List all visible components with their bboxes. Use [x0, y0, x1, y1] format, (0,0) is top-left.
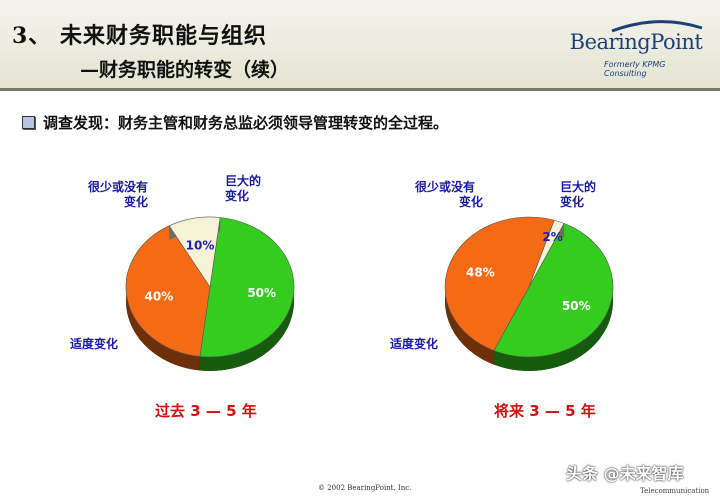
label-huge-change-left: 巨大的 变化 [225, 174, 261, 204]
pie-chart-future: 50% 48% 2% [444, 216, 614, 371]
label-little-change-right-line2: 变化 [459, 195, 484, 209]
caption-future: 将来 3 — 5 年 [494, 402, 596, 420]
watermark-text: 头条 @未来智库 [566, 464, 684, 483]
logo-wordmark: BearingPoint [569, 30, 703, 54]
survey-finding: 调查发现：财务主管和财务总监必须领导管理转变的全过程。 [22, 112, 448, 133]
pie-slice-side-1 [126, 225, 200, 371]
label-huge-change-left-line2: 变化 [225, 189, 250, 203]
logo-arc-icon [611, 20, 703, 33]
pie-slice-1 [125, 225, 211, 357]
label-huge-change-right-line2: 变化 [560, 195, 585, 209]
title-bar [0, 0, 720, 88]
pie-slice-1 [444, 216, 555, 351]
pie-slice-0 [493, 223, 614, 358]
pie-slice-side-0 [493, 223, 613, 371]
label-little-change-left-line1: 很少或没有 [88, 180, 149, 194]
page-subtitle: —财务职能的转变（续） [80, 59, 290, 81]
label-little-change-right-line1: 很少或没有 [415, 180, 476, 194]
caption-past: 过去 3 — 5 年 [155, 402, 257, 420]
pie-slice-2 [168, 216, 221, 288]
bearingpoint-logo: BearingPoint Formerly KPMG Consulting [566, 16, 706, 82]
checkbox-bullet-icon [22, 116, 35, 129]
label-huge-change-right: 巨大的 变化 [560, 180, 596, 210]
pie-slice-0 [199, 217, 295, 358]
pie-slice-label-2: 10% [186, 238, 215, 252]
label-little-change-left-line2: 变化 [124, 195, 149, 209]
telecom-text: Telecommunication [640, 487, 710, 495]
page-title: 3、 未来财务职能与组织 [12, 23, 267, 49]
pie-chart-past: 50% 40% 10% [125, 216, 295, 371]
pie-slice-label-1: 40% [145, 289, 174, 303]
pie-slice-label-1: 48% [466, 265, 495, 279]
label-huge-change-right-line1: 巨大的 [560, 180, 597, 194]
label-moderate-change-left: 适度变化 [70, 337, 119, 351]
pie-slice-label-2: 2% [542, 230, 562, 244]
pie-slice-2 [528, 219, 565, 288]
logo-tagline: Formerly KPMG Consulting [604, 60, 666, 78]
pie-slice-label-0: 50% [562, 299, 591, 313]
label-huge-change-left-line1: 巨大的 [225, 174, 262, 188]
pie-slice-label-0: 50% [247, 286, 276, 300]
copyright-text: © 2002 BearingPoint, Inc. [318, 484, 412, 492]
label-little-change-right: 很少或没有 变化 [415, 180, 483, 210]
label-little-change-left: 很少或没有 变化 [80, 180, 148, 210]
survey-finding-text: 调查发现：财务主管和财务总监必须领导管理转变的全过程。 [43, 114, 449, 132]
label-moderate-change-right: 适度变化 [390, 337, 439, 351]
title-divider [0, 88, 720, 91]
